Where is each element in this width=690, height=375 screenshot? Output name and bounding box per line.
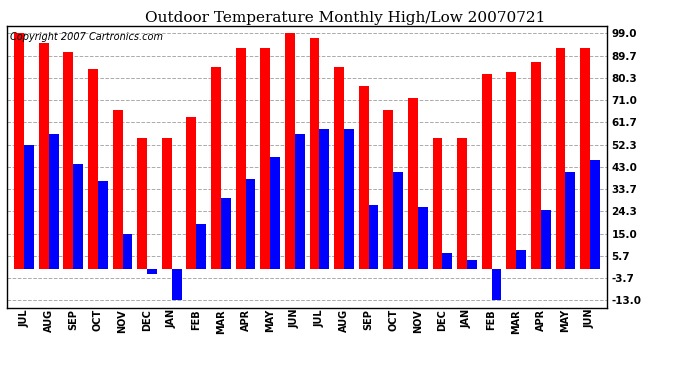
Bar xyxy=(359,86,368,269)
Bar xyxy=(467,260,477,269)
Bar xyxy=(319,129,329,269)
Bar xyxy=(442,253,452,269)
Bar xyxy=(147,269,157,274)
Bar xyxy=(565,172,575,269)
Bar xyxy=(236,48,246,269)
Bar xyxy=(260,48,270,269)
Bar xyxy=(555,48,565,269)
Bar xyxy=(482,74,491,269)
Bar xyxy=(580,48,590,269)
Bar xyxy=(368,205,378,269)
Bar xyxy=(123,234,132,269)
Bar xyxy=(221,198,230,269)
Bar xyxy=(433,138,442,269)
Bar xyxy=(393,172,403,269)
Bar xyxy=(73,165,83,269)
Bar xyxy=(137,138,147,269)
Bar xyxy=(285,33,295,269)
Bar xyxy=(491,269,502,300)
Bar xyxy=(211,67,221,269)
Bar xyxy=(88,69,98,269)
Bar xyxy=(172,269,181,300)
Bar xyxy=(344,129,354,269)
Bar xyxy=(590,160,600,269)
Bar xyxy=(516,250,526,269)
Bar xyxy=(295,134,304,269)
Bar xyxy=(384,110,393,269)
Bar xyxy=(24,146,34,269)
Bar xyxy=(63,53,73,269)
Bar xyxy=(408,98,417,269)
Bar xyxy=(98,181,108,269)
Bar xyxy=(186,117,197,269)
Bar xyxy=(310,38,319,269)
Bar xyxy=(334,67,344,269)
Bar xyxy=(417,207,428,269)
Bar xyxy=(112,110,123,269)
Bar xyxy=(541,210,551,269)
Bar xyxy=(246,179,255,269)
Bar xyxy=(162,138,172,269)
Bar xyxy=(197,224,206,269)
Bar xyxy=(457,138,467,269)
Bar xyxy=(506,72,516,269)
Bar xyxy=(39,43,49,269)
Bar xyxy=(270,158,280,269)
Bar xyxy=(49,134,59,269)
Bar xyxy=(14,33,24,269)
Bar xyxy=(531,62,541,269)
Text: Outdoor Temperature Monthly High/Low 20070721: Outdoor Temperature Monthly High/Low 200… xyxy=(145,11,545,25)
Text: Copyright 2007 Cartronics.com: Copyright 2007 Cartronics.com xyxy=(10,32,163,42)
